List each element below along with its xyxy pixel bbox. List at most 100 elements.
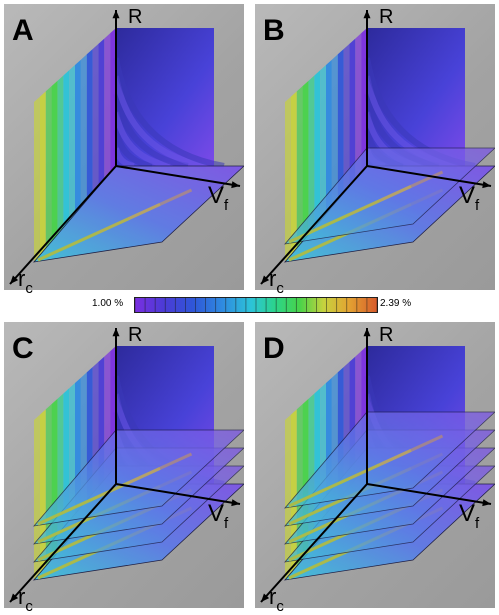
left-wall-stripe: [63, 70, 70, 228]
axis-vf-label: Vf: [208, 182, 229, 214]
left-wall-stripe: [69, 65, 75, 221]
slice-contour: [288, 528, 318, 544]
axis-rc-head: [10, 275, 19, 284]
axis-r-head: [363, 10, 371, 19]
axis-r-label: R: [128, 324, 143, 346]
left-wall-stripe: [296, 86, 303, 249]
slice-contour: [288, 246, 318, 262]
slice-contour: [288, 495, 349, 526]
slice-contour: [37, 528, 67, 544]
slice-contour: [288, 231, 349, 262]
left-wall-stripe: [343, 43, 350, 194]
slice-contour: [37, 546, 67, 562]
axis-vf-head: [482, 181, 491, 189]
slice-contour: [37, 549, 98, 580]
slice-contour: [288, 546, 318, 562]
slice-contour: [288, 510, 318, 526]
left-wall-stripe: [285, 414, 291, 580]
axis-r-head: [112, 10, 120, 19]
left-wall-stripe: [51, 80, 58, 242]
left-wall-stripe: [302, 80, 309, 242]
colorbar-min-label: 1.00 %: [92, 298, 124, 309]
left-wall-stripe: [326, 59, 332, 214]
slice-contour: [37, 452, 193, 526]
axis-rc: [260, 483, 368, 603]
slice-contour: [37, 510, 67, 526]
slice-contour: [288, 492, 318, 508]
slice-plane: [283, 411, 495, 509]
axis-vf-head: [231, 499, 240, 507]
panel-c-plot: [9, 328, 244, 603]
axis-rc-label: rc: [269, 584, 284, 615]
axis-rc: [9, 483, 117, 603]
colorbar-ticks: [134, 297, 378, 313]
axis-rc-label: rc: [18, 266, 33, 297]
left-wall-stripe: [361, 28, 367, 173]
left-wall-stripe: [34, 414, 40, 580]
axis-rc-head: [10, 593, 19, 602]
contour-line: [113, 93, 189, 169]
axis-vf: [115, 483, 241, 505]
slice-contour: [288, 170, 444, 244]
axis-rc-head: [261, 275, 270, 284]
slice-contour: [288, 531, 349, 562]
slice-contour: [37, 246, 67, 262]
left-wall-stripe: [86, 49, 93, 201]
panel-b-label: B: [263, 14, 285, 47]
panel-a: A R Vf rc: [4, 4, 244, 297]
slice-contour: [288, 513, 349, 544]
axis-vf-label: Vf: [459, 500, 480, 532]
left-wall-stripe: [331, 54, 338, 208]
slice-contour: [37, 564, 67, 580]
panel-d: D R Vf rc: [255, 322, 495, 615]
slice-contour: [288, 213, 349, 244]
slice-contour: [37, 217, 130, 262]
left-wall-stripe: [337, 49, 344, 201]
panel-c: C R Vf rc: [4, 322, 244, 615]
contour-line: [113, 75, 207, 169]
left-wall-stripe: [290, 91, 297, 256]
slice-contour: [37, 531, 98, 562]
axis-vf-head: [231, 181, 240, 189]
slice-contour: [37, 188, 193, 262]
axis-vf-label: Vf: [459, 182, 480, 214]
left-wall-stripe: [75, 59, 81, 214]
axis-rc-label: rc: [18, 584, 33, 615]
colorbar-max-label: 2.39 %: [380, 298, 412, 309]
panel-a-label: A: [12, 14, 34, 47]
left-wall-stripe: [314, 70, 321, 228]
axis-vf-head: [482, 499, 491, 507]
left-wall-stripe: [320, 65, 326, 221]
left-wall-stripe: [110, 28, 116, 173]
panel-a-plot: [9, 10, 244, 285]
axis-vf: [366, 483, 492, 505]
slice-contour: [288, 564, 318, 580]
left-wall-stripe: [349, 38, 356, 187]
panel-c-label: C: [12, 332, 34, 365]
panel-b: B R Vf rc: [255, 4, 495, 297]
contour-line: [113, 57, 225, 169]
axis-r-head: [363, 328, 371, 337]
slice-contour: [288, 434, 444, 508]
panel-d-plot: [260, 328, 495, 603]
left-wall-stripe: [34, 96, 40, 262]
axis-r-label: R: [379, 324, 394, 346]
slice-contour: [37, 513, 98, 544]
contour-line: [113, 129, 153, 169]
left-wall-stripe: [80, 54, 87, 208]
slice-contour: [288, 449, 412, 508]
panel-b-plot: [260, 10, 495, 285]
axis-vf: [366, 165, 492, 187]
left-wall-stripe: [57, 75, 64, 235]
left-wall-stripe: [39, 91, 46, 256]
axis-rc: [260, 165, 368, 285]
left-wall-stripe: [290, 409, 297, 574]
left-wall-stripe: [92, 43, 99, 194]
slice-plane: [283, 147, 495, 245]
axis-vf: [115, 165, 241, 187]
axis-vf-label: Vf: [208, 500, 229, 532]
left-wall-stripe: [39, 409, 46, 574]
contour-line: [113, 111, 171, 169]
axis-r-label: R: [379, 6, 394, 28]
left-wall-stripe: [308, 75, 315, 235]
